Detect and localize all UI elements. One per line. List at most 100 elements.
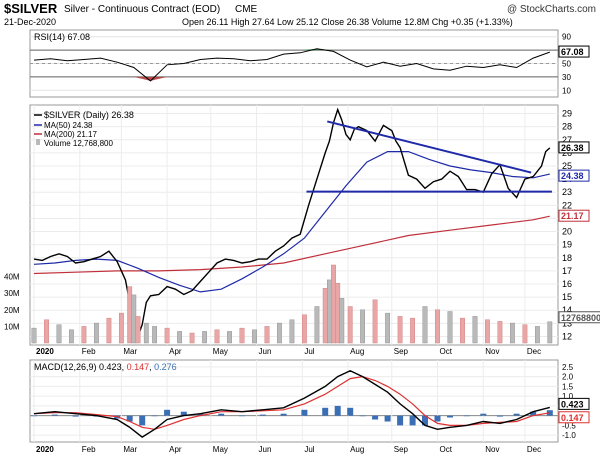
chart-description: Silver - Continuous Contract (EOD) [64,4,220,15]
price-xlabel-May: May [213,347,228,356]
macd-hist-bar-12 [239,415,245,417]
macd-hist-bar-9 [180,411,187,416]
price-tick-14: 14 [562,305,572,315]
price-legend-ma200: MA(200) 21.17 [44,130,97,139]
macd-tick-0: -1.0 [562,431,576,440]
low-value: 25.12 [296,17,319,27]
macd-hist-bar-17 [334,405,341,416]
volume-bar-16 [202,331,207,344]
macd-tick-7: 2.5 [562,363,574,372]
volume-bar-5 [93,322,99,344]
volume-tick-2: 20M [4,306,20,315]
volume-bar-3 [68,329,74,344]
rsi-layer: 103050709067.08 [30,33,590,95]
volume-bar-44 [510,322,515,344]
volume-bar-46 [535,326,540,344]
volume-bar-0 [31,327,37,344]
volume-bar-43 [497,321,503,344]
price-tick-15: 15 [562,292,572,302]
macd-signal-last-value-box [558,411,590,424]
volume-bar-17 [214,329,220,344]
price-tick-20: 20 [562,227,572,237]
volume-bar-39 [447,311,453,344]
volume-value: 12.8M [404,17,429,27]
macd-xlabel-Oct: Oct [440,445,453,454]
volume-bar-41 [472,316,478,344]
volume-last-value: 12768800 [561,313,600,323]
macd-hist-bar-28 [480,413,487,416]
macd-hist-bar-21 [384,415,391,422]
volume-layer: 40M 30M 20M 10M 12768800 [4,264,600,344]
volume-bar-11 [143,322,149,344]
volume-bar-25 [314,306,320,344]
ma50-line [33,151,550,293]
volume-bar-2 [56,324,62,344]
close-label: Close [321,17,344,27]
macd-hist-bar-20 [372,415,379,420]
macd-hist-bar-11 [218,413,225,416]
macd-hist-bar-15 [301,409,308,416]
volume-bar-21 [264,326,270,344]
macd-hist-bar-6 [139,415,146,426]
volume-bar-28 [331,264,336,344]
macd-legend-hist: 0.276 [154,362,177,372]
rsi-tick-90: 90 [562,33,571,42]
price-tick-25: 25 [562,161,572,171]
macd-xlabel-Dec: Dec [527,445,541,454]
macd-hist-bar-8 [164,409,171,416]
volume-bar-13 [164,327,170,344]
volume-bar-9 [131,294,137,344]
macd-tick-6: 2.0 [562,373,574,382]
macd-hist-bar-18 [347,407,354,416]
macd-hist-bar-30 [513,413,520,416]
price-legend: $SILVER (Daily) 26.38 MA(50) 24.38 MA(20… [34,110,134,148]
volume-bar-32 [360,309,365,344]
price-xlabel-Sep: Sep [394,347,409,356]
macd-hist-bar-19 [359,415,366,417]
macd-tick-5: 1.5 [562,382,574,391]
macd-hist-bar-26 [447,415,453,418]
price-xlabel-Nov: Nov [485,347,499,356]
macd-legend-value: 0.423 [99,362,122,372]
ma200-line [33,215,550,275]
rsi-tick-10: 10 [562,86,571,95]
volume-bar-33 [372,299,378,344]
volume-bar-34 [385,312,390,344]
macd-xlabel-Apr: Apr [169,445,182,454]
macd-hist-bar-31 [530,411,537,416]
macd-hist-bar-29 [496,415,503,417]
volume-bar-10 [135,316,141,344]
macd-hist-bar-7 [151,415,158,417]
volume-bar-42 [485,319,490,344]
macd-legend-signal: 0.147 [127,362,150,372]
volume-bar-37 [422,306,428,344]
open-value: 26.11 [207,17,229,27]
macd-hist-bar-13 [259,414,266,416]
price-tick-17: 17 [562,266,572,276]
price-tick-23: 23 [562,187,572,197]
price-xlabel-Mar: Mar [123,347,137,356]
macd-hist-bar-16 [322,407,329,416]
watermark: @ StockCharts.com [507,4,596,15]
macd-xlabel-Feb: Feb [82,445,96,454]
chart-exchange: CME [235,4,258,15]
volume-bar-40 [460,317,465,344]
macd-xlabel-May: May [213,445,228,454]
macd-hist-bar-1 [51,414,58,416]
macd-xlabel-Nov: Nov [485,445,499,454]
macd-last-value-box [558,397,590,410]
volume-bar-15 [189,332,195,344]
macd-last-value: 0.423 [561,399,584,409]
open-label: Open [182,17,204,27]
upper-trendline [327,120,532,174]
ohlc-stats: Open 26.11 High 27.64 Low 25.12 Close 26… [182,17,513,27]
volume-last-value-box [558,311,600,324]
chg-label: Chg [432,17,449,27]
volume-tick-0: 40M [4,273,20,282]
volume-bar-20 [252,329,257,344]
volume-bar-45 [522,324,528,344]
volume-bar-7 [118,312,124,344]
volume-bar-24 [302,314,307,344]
price-xlabel-Dec: Dec [527,347,541,356]
